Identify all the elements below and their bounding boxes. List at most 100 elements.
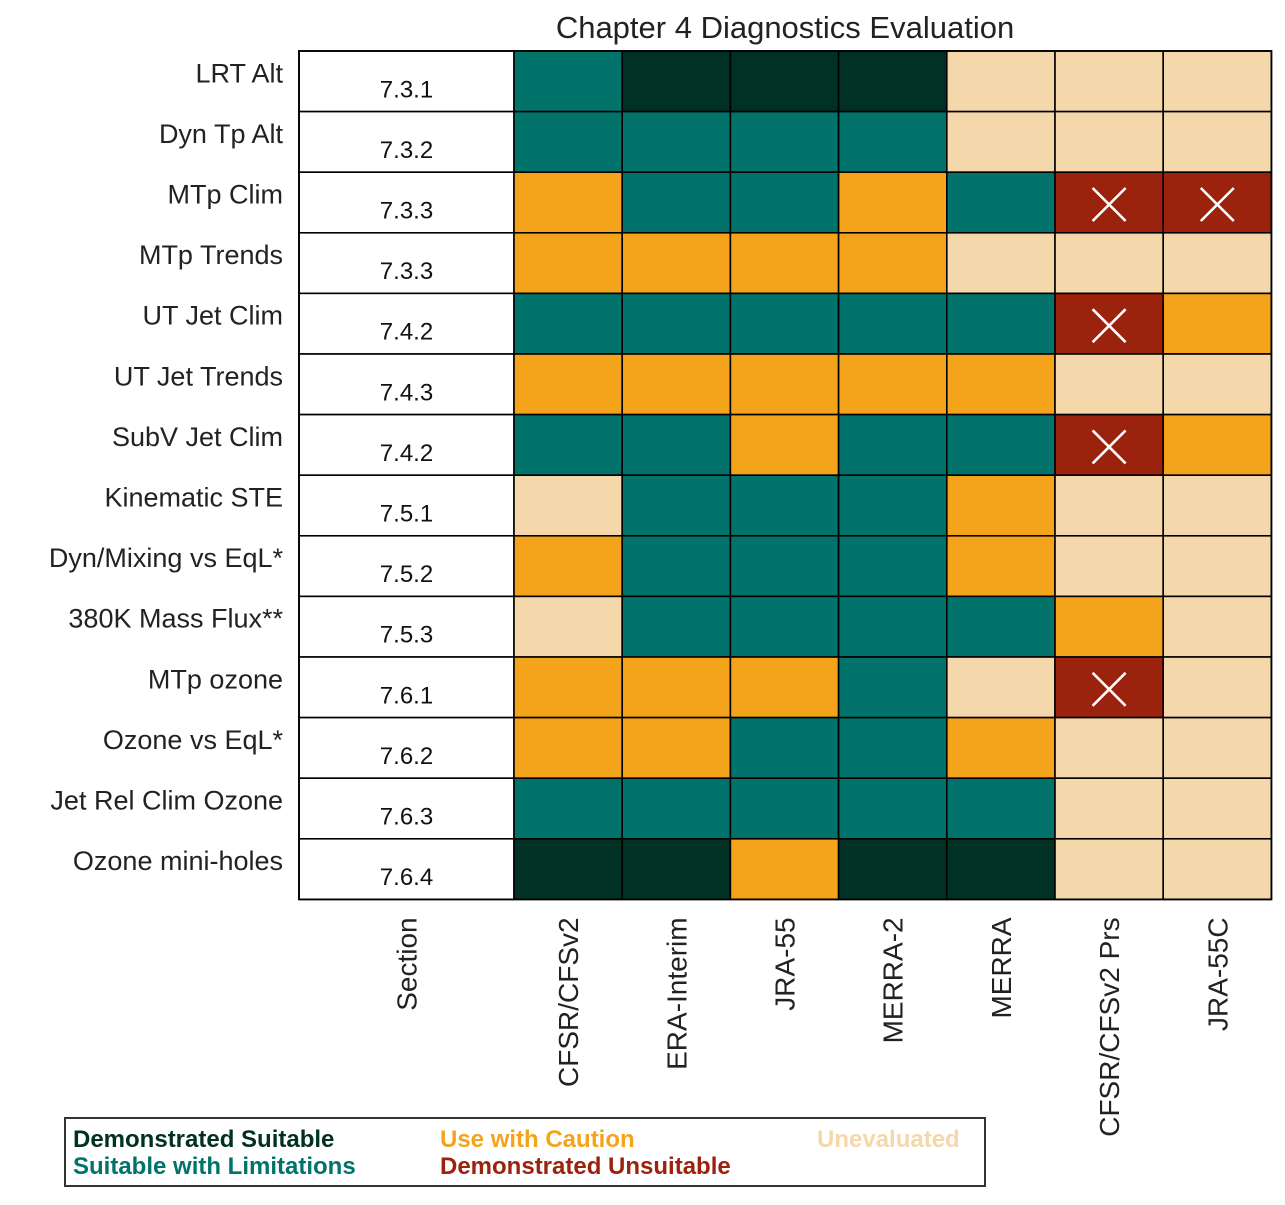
heatmap-cell-ozone-vs-eql-jra-55c: [1162, 716, 1273, 779]
heatmap-cell-mtp-trends-jra-55: [729, 232, 840, 295]
heatmap-cell-lrt-alt-cfsr-cfsv2: [513, 50, 623, 113]
heatmap-cell-subv-jet-clim-jra-55c: [1162, 413, 1273, 477]
heatmap-cell-subv-jet-clim-era-interim: [621, 413, 732, 477]
heatmap-cell-ut-jet-trends-cfsr-cfsv2-prs: [1054, 353, 1164, 416]
row-labels: LRT Alt Dyn Tp Alt MTp Clim MTp Trends UT Je…: [49, 58, 284, 876]
section-cell: [298, 716, 515, 779]
heatmap-cell-kinematic-ste-jra-55c: [1162, 474, 1273, 537]
legend-item-demonstrated-suitable: Demonstrated Suitable: [73, 1126, 335, 1153]
heatmap-cell-dyn-tp-alt-cfsr-cfsv2: [513, 110, 623, 173]
heatmap-cell-380k-mass-flux-jra-55c: [1162, 595, 1273, 658]
heatmap-cell-lrt-alt-cfsr-cfsv2-prs: [1054, 50, 1164, 113]
column-label-section: Section: [392, 917, 423, 1010]
column-label-merra: MERRA: [986, 917, 1017, 1018]
heatmap-cell-380k-mass-flux-jra-55: [729, 595, 840, 658]
row-label-subv-jet-clim: SubV Jet Clim: [112, 422, 283, 452]
heatmap-cell-mtp-ozone-era-interim: [621, 656, 732, 719]
heatmap-cell-380k-mass-flux-merra-2: [837, 595, 948, 658]
heatmap-cells: 7.3.1 7.3.2 7.3.3 7.3.3 7.4.2 7.4.3 7.4.2 7.5.1…: [298, 50, 1273, 901]
heatmap-cell-jet-rel-clim-ozone-cfsr-cfsv2: [513, 777, 623, 840]
legend-item-demonstrated-unsuitable: Demonstrated Unsuitable: [440, 1153, 731, 1180]
section-label: 7.5.3: [380, 622, 433, 649]
column-label-jra-55c: JRA-55C: [1202, 917, 1233, 1031]
heatmap-cell-ozone-mini-holes-cfsr-cfsv2-prs: [1054, 837, 1164, 901]
row-label-mtp-trends: MTp Trends: [139, 240, 283, 270]
section-label: 7.3.1: [380, 76, 433, 103]
section-cell: [298, 110, 515, 173]
heatmap-cell-mtp-trends-cfsr-cfsv2: [513, 232, 623, 295]
heatmap-cell-ozone-mini-holes-jra-55: [729, 837, 840, 901]
heatmap-cell-ozone-mini-holes-merra: [945, 837, 1056, 901]
section-label: 7.6.4: [380, 864, 433, 891]
column-labels: Section CFSR/CFSv2 ERA-Interim JRA-55 MERRA-…: [392, 917, 1234, 1137]
row-label-mtp-clim: MTp Clim: [168, 180, 284, 210]
heatmap-cell-380k-mass-flux-merra: [945, 595, 1056, 658]
heatmap-cell-ozone-mini-holes-merra-2: [837, 837, 948, 901]
section-cell: [298, 474, 515, 537]
heatmap-cell-ozone-mini-holes-era-interim: [621, 837, 732, 901]
heatmap-cell-kinematic-ste-cfsr-cfsv2-prs: [1054, 474, 1164, 537]
column-label-era-interim: ERA-Interim: [661, 917, 692, 1069]
heatmap-cell-mtp-clim-cfsr-cfsv2-prs: [1054, 171, 1164, 234]
heatmap-cell-ut-jet-trends-cfsr-cfsv2: [513, 353, 623, 416]
heatmap-cell-mtp-ozone-merra-2: [837, 656, 948, 719]
heatmap-cell-kinematic-ste-merra-2: [837, 474, 948, 537]
section-cell: [298, 656, 515, 719]
cross-stroke: [1091, 429, 1127, 465]
cross-stroke: [1091, 187, 1127, 222]
unsuitable-cross-icon: [1091, 308, 1127, 344]
unsuitable-cross-icon: [1091, 187, 1127, 222]
heatmap-cell-ut-jet-clim-cfsr-cfsv2: [513, 292, 623, 355]
section-label: 7.5.2: [380, 561, 433, 588]
heatmap-cell-mtp-clim-cfsr-cfsv2: [513, 171, 623, 234]
heatmap-cell-mtp-clim-jra-55c: [1162, 171, 1273, 234]
legend-item-use-with-caution: Use with Caution: [440, 1126, 635, 1153]
unsuitable-cross-icon: [1091, 429, 1127, 465]
chart-title: Chapter 4 Diagnostics Evaluation: [556, 10, 1014, 45]
cross-stroke: [1199, 187, 1235, 222]
heatmap-cell-dyn-tp-alt-jra-55c: [1162, 110, 1273, 173]
heatmap-cell-ut-jet-trends-merra-2: [837, 353, 948, 416]
heatmap-cell-subv-jet-clim-merra: [945, 413, 1056, 477]
section-label: 7.4.3: [380, 379, 433, 406]
section-cell: [298, 837, 515, 901]
heatmap-cell-subv-jet-clim-cfsr-cfsv2: [513, 413, 623, 477]
legend-item-unevaluated: Unevaluated: [817, 1126, 960, 1153]
heatmap-cell-mtp-trends-cfsr-cfsv2-prs: [1054, 232, 1164, 295]
heatmap-cell-subv-jet-clim-merra-2: [837, 413, 948, 477]
heatmap-cell-dyn-tp-alt-jra-55: [729, 110, 840, 173]
heatmap-cell-ut-jet-clim-cfsr-cfsv2-prs: [1054, 292, 1164, 355]
row-label-lrt-alt: LRT Alt: [195, 58, 283, 88]
heatmap-cell-dyn-tp-alt-merra-2: [837, 110, 948, 173]
section-cell: [298, 353, 515, 416]
heatmap-cell-380k-mass-flux-cfsr-cfsv2-prs: [1054, 595, 1164, 658]
heatmap-cell-jet-rel-clim-ozone-cfsr-cfsv2-prs: [1054, 777, 1164, 840]
heatmap-cell-subv-jet-clim-cfsr-cfsv2-prs: [1054, 413, 1164, 477]
heatmap-cell-ozone-vs-eql-era-interim: [621, 716, 732, 779]
heatmap-cell-mtp-clim-merra: [945, 171, 1056, 234]
heatmap-cell-jet-rel-clim-ozone-merra: [945, 777, 1056, 840]
heatmap-cell-lrt-alt-era-interim: [621, 50, 732, 113]
heatmap-cell-mtp-ozone-cfsr-cfsv2: [513, 656, 623, 719]
heatmap-cell-mtp-clim-era-interim: [621, 171, 732, 234]
unsuitable-cross-icon: [1091, 671, 1127, 707]
heatmap-cell-dyn-tp-alt-cfsr-cfsv2-prs: [1054, 110, 1164, 173]
heatmap-cell-mtp-trends-merra: [945, 232, 1056, 295]
legend: Demonstrated Suitable Suitable with Limi…: [64, 1117, 986, 1187]
heatmap-cell-mtp-ozone-jra-55c: [1162, 656, 1273, 719]
row-label-dyn-tp-alt: Dyn Tp Alt: [159, 119, 284, 149]
section-cell: [298, 413, 515, 477]
unsuitable-cross-icon: [1199, 187, 1235, 222]
heatmap-cell-lrt-alt-merra-2: [837, 50, 948, 113]
heatmap-cell-ut-jet-clim-jra-55c: [1162, 292, 1273, 355]
heatmap-cell-ut-jet-trends-era-interim: [621, 353, 732, 416]
row-label-ut-jet-clim: UT Jet Clim: [142, 301, 283, 331]
heatmap-cell-lrt-alt-jra-55: [729, 50, 840, 113]
column-label-jra-55: JRA-55: [770, 917, 801, 1010]
section-label: 7.6.1: [380, 682, 433, 709]
heatmap-cell-dyn-mixing-vs-eql-cfsr-cfsv2-prs: [1054, 534, 1164, 598]
row-label-ozone-vs-eql: Ozone vs EqL*: [103, 725, 284, 755]
grid-border: [298, 50, 1273, 901]
section-label: 7.4.2: [380, 319, 433, 346]
